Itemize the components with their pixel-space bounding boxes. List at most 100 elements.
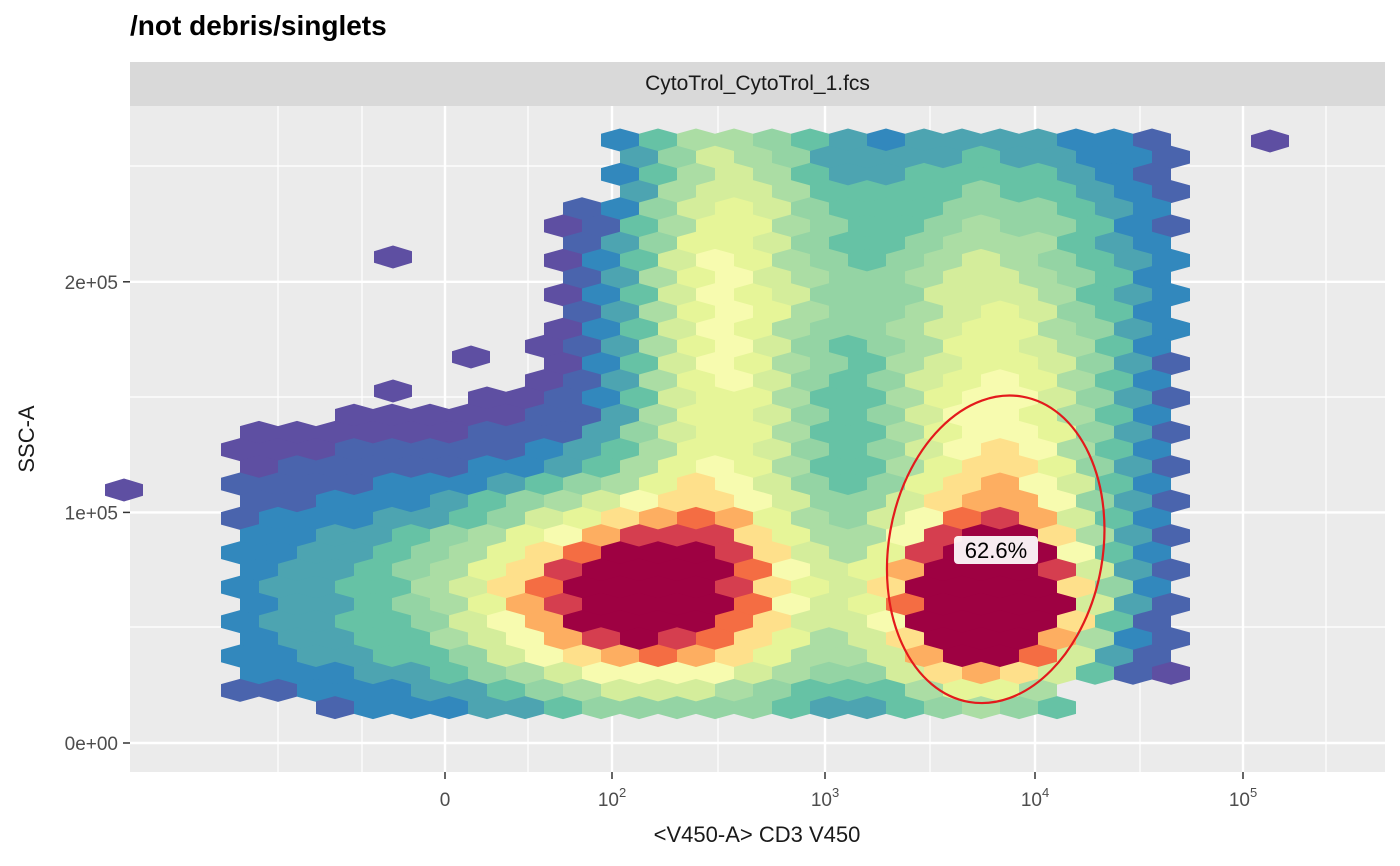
hex-bin [259, 472, 297, 496]
hex-bin [962, 180, 1000, 204]
hex-bin [905, 506, 943, 530]
hex-bin [1095, 472, 1133, 496]
hex-bin [563, 300, 601, 324]
hex-bin [943, 575, 981, 599]
hex-bin [582, 696, 620, 720]
hex-bin [981, 403, 1019, 427]
hex-bin [905, 334, 943, 358]
hex-bin [411, 506, 449, 530]
hex-bin [335, 438, 373, 462]
hex-bin [677, 162, 715, 186]
hex-bin [943, 231, 981, 255]
hex-bin [544, 489, 582, 513]
hex-bin [696, 283, 734, 307]
hex-bin [259, 541, 297, 565]
hex-bin [582, 386, 620, 410]
hex-bin [1000, 317, 1038, 341]
hex-bin [924, 524, 962, 548]
hex-bin [601, 575, 639, 599]
hex-bin [981, 128, 1019, 152]
hex-bin [563, 610, 601, 634]
hex-bin [221, 610, 259, 634]
hex-bin [1076, 180, 1114, 204]
hex-bin [506, 627, 544, 651]
hex-bin [848, 627, 886, 651]
hex-bin [924, 283, 962, 307]
hex-bin [601, 644, 639, 668]
hex-bin [981, 610, 1019, 634]
hex-bin [354, 524, 392, 548]
hex-bin [924, 696, 962, 720]
hex-bin [772, 661, 810, 685]
hex-bin [639, 438, 677, 462]
hex-bin [924, 489, 962, 513]
hex-bin [278, 592, 316, 616]
hex-bin [259, 506, 297, 530]
hex-bin [221, 506, 259, 530]
hex-bin [1095, 162, 1133, 186]
hex-bin [867, 472, 905, 496]
hex-bin [696, 248, 734, 272]
hex-bin [829, 438, 867, 462]
hex-bin [791, 438, 829, 462]
hex-bin [772, 214, 810, 238]
hex-bin [278, 558, 316, 582]
hex-bin [810, 592, 848, 616]
hex-bin [1019, 231, 1057, 255]
hex-bin [924, 420, 962, 444]
hex-bin [658, 489, 696, 513]
hex-bin [1000, 352, 1038, 376]
hex-bin [867, 162, 905, 186]
hex-bin [753, 403, 791, 427]
hex-bin [354, 592, 392, 616]
hex-bin [411, 472, 449, 496]
hex-bin [468, 696, 506, 720]
hex-bin [601, 266, 639, 290]
hex-bin [1038, 180, 1076, 204]
hex-bin [753, 266, 791, 290]
hex-bin [715, 644, 753, 668]
hex-bin [715, 506, 753, 530]
hex-bin [1057, 575, 1095, 599]
hex-bin [221, 644, 259, 668]
hex-bin [677, 575, 715, 599]
hex-bin [544, 214, 582, 238]
hex-bin [544, 455, 582, 479]
hex-bin [753, 162, 791, 186]
hex-bin [525, 541, 563, 565]
hex-bin [1057, 162, 1095, 186]
hex-bin [582, 283, 620, 307]
hex-bin [1038, 558, 1076, 582]
hex-bin [240, 592, 278, 616]
hex-bin [525, 403, 563, 427]
hex-bin [772, 386, 810, 410]
hex-bin [582, 317, 620, 341]
hex-bin [753, 369, 791, 393]
hex-bin [563, 472, 601, 496]
hex-bin [601, 128, 639, 152]
hex-bin [354, 627, 392, 651]
hex-bin [753, 128, 791, 152]
hex-bin [753, 231, 791, 255]
hex-bin [696, 696, 734, 720]
hex-bin [943, 162, 981, 186]
x-tick-label: 0 [440, 790, 451, 811]
hex-bin [1038, 489, 1076, 513]
hex-bin [449, 472, 487, 496]
hex-bin [1152, 386, 1190, 410]
hex-bin [753, 644, 791, 668]
hex-bin [829, 506, 867, 530]
hex-bin [905, 610, 943, 634]
hex-bin [962, 558, 1000, 582]
hex-bin [563, 231, 601, 255]
hex-bin [316, 524, 354, 548]
hex-bin [677, 197, 715, 221]
y-tick-label: 2e+05 [65, 273, 118, 294]
hex-bin [1000, 558, 1038, 582]
hex-bin [430, 592, 468, 616]
hex-bin [1152, 283, 1190, 307]
hex-bin [696, 420, 734, 444]
hex-bin [829, 678, 867, 702]
hex-bin [886, 627, 924, 651]
hex-bin [677, 128, 715, 152]
